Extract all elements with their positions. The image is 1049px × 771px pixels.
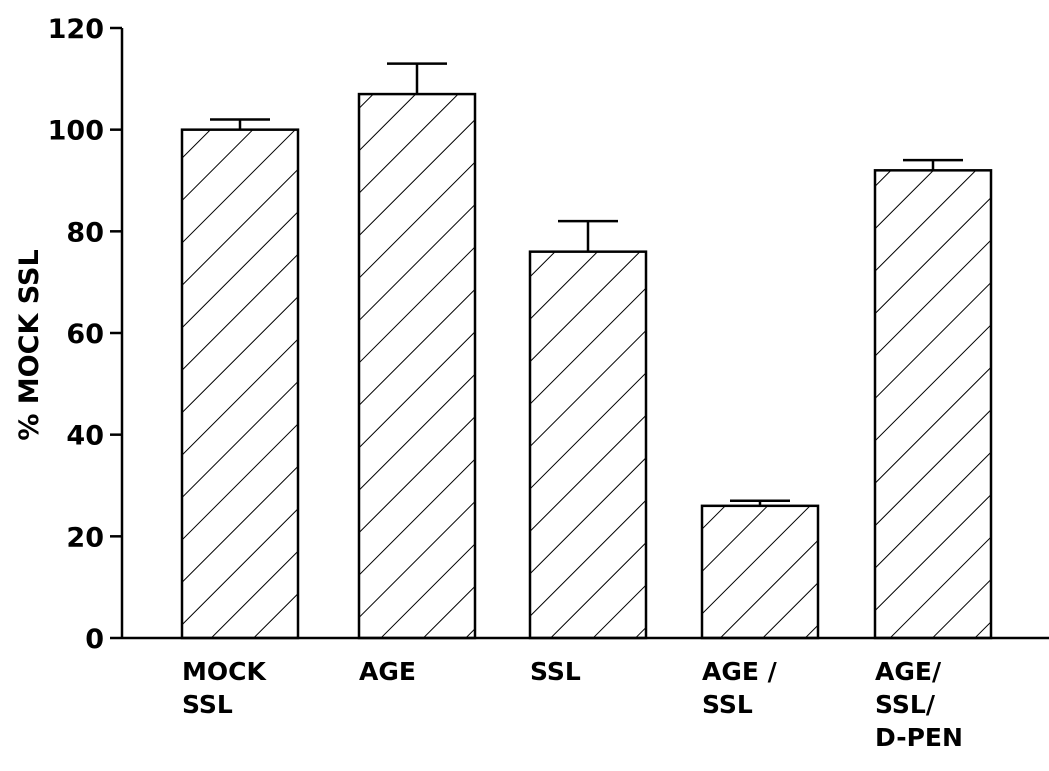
y-tick-label: 80 xyxy=(66,217,104,248)
bars xyxy=(180,92,993,640)
bar xyxy=(700,504,820,640)
category-label: SSL xyxy=(182,690,233,719)
error-bar xyxy=(210,118,270,130)
error-bar xyxy=(558,219,618,252)
y-tick-label: 20 xyxy=(66,522,104,553)
bar xyxy=(357,92,477,640)
y-axis-label: % MOCK SSL xyxy=(14,249,45,440)
bar xyxy=(180,128,300,640)
y-tick-label: 40 xyxy=(66,421,104,452)
category-label: SSL xyxy=(530,657,581,686)
y-tick-label: 100 xyxy=(48,116,104,147)
category-labels: MOCK SSL AGE SSL AGE / SSL AGE/SSL/D-PEN xyxy=(182,657,963,752)
category-label: AGE xyxy=(359,657,416,686)
error-bars xyxy=(210,62,963,506)
bar xyxy=(873,169,993,640)
category-label: D-PEN xyxy=(875,723,963,752)
category-label: AGE/ xyxy=(875,657,942,686)
y-tick-label: 0 xyxy=(85,624,104,655)
category-label: SSL/ xyxy=(875,690,936,719)
y-tick-label: 120 xyxy=(48,14,104,45)
category-label: SSL xyxy=(702,690,753,719)
category-label: MOCK xyxy=(182,657,267,686)
error-bar xyxy=(387,62,447,95)
error-bar xyxy=(903,158,963,171)
category-label: AGE / xyxy=(702,657,778,686)
y-axis: 0 20 40 60 80 100 120 xyxy=(48,14,124,655)
bar xyxy=(528,250,648,640)
error-bar xyxy=(730,499,790,506)
y-tick-label: 60 xyxy=(66,319,104,350)
